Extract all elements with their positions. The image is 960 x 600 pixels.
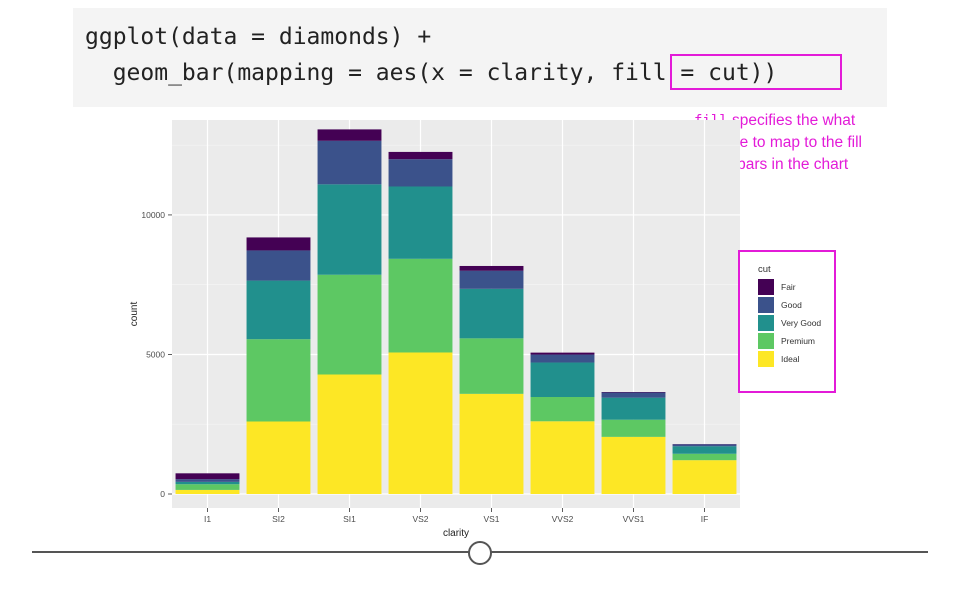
legend-swatch [758, 333, 774, 349]
code-line-2: geom_bar(mapping = aes(x = clarity, fill… [85, 60, 778, 86]
bar-segment-premium-if [672, 453, 737, 461]
legend-label: Ideal [781, 354, 800, 364]
bar-segment-good-si2 [246, 250, 311, 281]
x-tick-label: VS1 [483, 514, 499, 524]
bar-segment-ideal-si1 [317, 374, 382, 494]
legend-highlight-box [738, 250, 836, 393]
legend-label: Fair [781, 282, 796, 292]
legend-swatch [758, 351, 774, 367]
bar-segment-fair-i1 [175, 473, 240, 480]
bar-segment-good-si1 [317, 140, 382, 185]
bar-segment-premium-si1 [317, 274, 382, 375]
code-line-1: ggplot(data = diamonds) + [85, 24, 432, 50]
legend-swatch [758, 279, 774, 295]
legend-swatch [758, 315, 774, 331]
bar-segment-very-good-si2 [246, 280, 311, 340]
x-tick-label: I1 [204, 514, 211, 524]
bar-segment-fair-si2 [246, 237, 311, 251]
bar-segment-premium-vvs2 [530, 396, 595, 422]
bar-segment-fair-vs2 [388, 151, 453, 160]
bar-segment-good-vs1 [459, 270, 524, 289]
x-axis-title: clarity [443, 528, 469, 539]
bar-segment-very-good-si1 [317, 184, 382, 275]
bar-segment-good-vvs2 [530, 354, 595, 363]
plot-area: 0 5000 10000 I1 SI2 SI1 VS2 VS1 VVS2 VVS1 IF clarit… [125, 118, 830, 540]
legend-title: cut [758, 264, 771, 275]
bar-segment-good-i1 [175, 479, 240, 482]
bar-segment-very-good-vvs1 [601, 397, 666, 420]
bar-segment-good-vs2 [388, 159, 453, 187]
stacked-bar-chart: 0 5000 10000 I1 SI2 SI1 VS2 VS1 VVS2 VVS1 IF clarit… [129, 120, 740, 539]
bar-segment-fair-si1 [317, 129, 382, 141]
bar-segment-ideal-vvs2 [530, 421, 595, 494]
y-tick-label: 5000 [146, 349, 165, 359]
bar-segment-fair-vs1 [459, 265, 524, 271]
bar-segment-very-good-if [672, 446, 737, 454]
bar-segment-very-good-i1 [175, 481, 240, 485]
x-tick-label: SI2 [272, 514, 285, 524]
y-tick-label: 10000 [141, 210, 165, 220]
bar-segment-ideal-if [672, 460, 737, 494]
bar-segment-ideal-vs1 [459, 393, 524, 494]
legend-label: Very Good [781, 318, 822, 328]
code-block: ggplot(data = diamonds) + geom_bar(mappi… [73, 8, 887, 107]
bar-segment-ideal-si2 [246, 421, 311, 494]
x-tick-label: SI1 [343, 514, 356, 524]
bar-segment-very-good-vvs2 [530, 362, 595, 397]
bar-segment-good-vvs1 [601, 392, 666, 398]
y-tick-label: 0 [160, 489, 165, 499]
bar-segment-premium-si2 [246, 339, 311, 422]
bar-segment-premium-vs2 [388, 258, 453, 353]
legend-swatch [758, 297, 774, 313]
x-tick-label: VVS1 [623, 514, 645, 524]
legend: cut Fair Good Very Good Premium Ideal [746, 260, 831, 390]
bar-segment-ideal-vvs1 [601, 436, 666, 494]
bar-segment-premium-vs1 [459, 338, 524, 394]
bar-segment-good-if [672, 444, 737, 447]
bar-segment-ideal-i1 [175, 489, 240, 494]
x-tick-label: IF [701, 514, 709, 524]
bar-segment-very-good-vs2 [388, 186, 453, 259]
bar-segment-very-good-vs1 [459, 288, 524, 339]
bar-segment-premium-vvs1 [601, 419, 666, 437]
legend-label: Good [781, 300, 802, 310]
fill-highlight-box [670, 54, 842, 90]
bar-segment-premium-i1 [175, 484, 240, 490]
x-tick-label: VS2 [412, 514, 428, 524]
x-tick-label: VVS2 [552, 514, 574, 524]
bar-segment-fair-vvs2 [530, 352, 595, 355]
bar-segment-ideal-vs2 [388, 352, 453, 494]
legend-label: Premium [781, 336, 816, 346]
slider-thumb[interactable] [468, 541, 492, 565]
y-axis-title: count [129, 302, 140, 327]
